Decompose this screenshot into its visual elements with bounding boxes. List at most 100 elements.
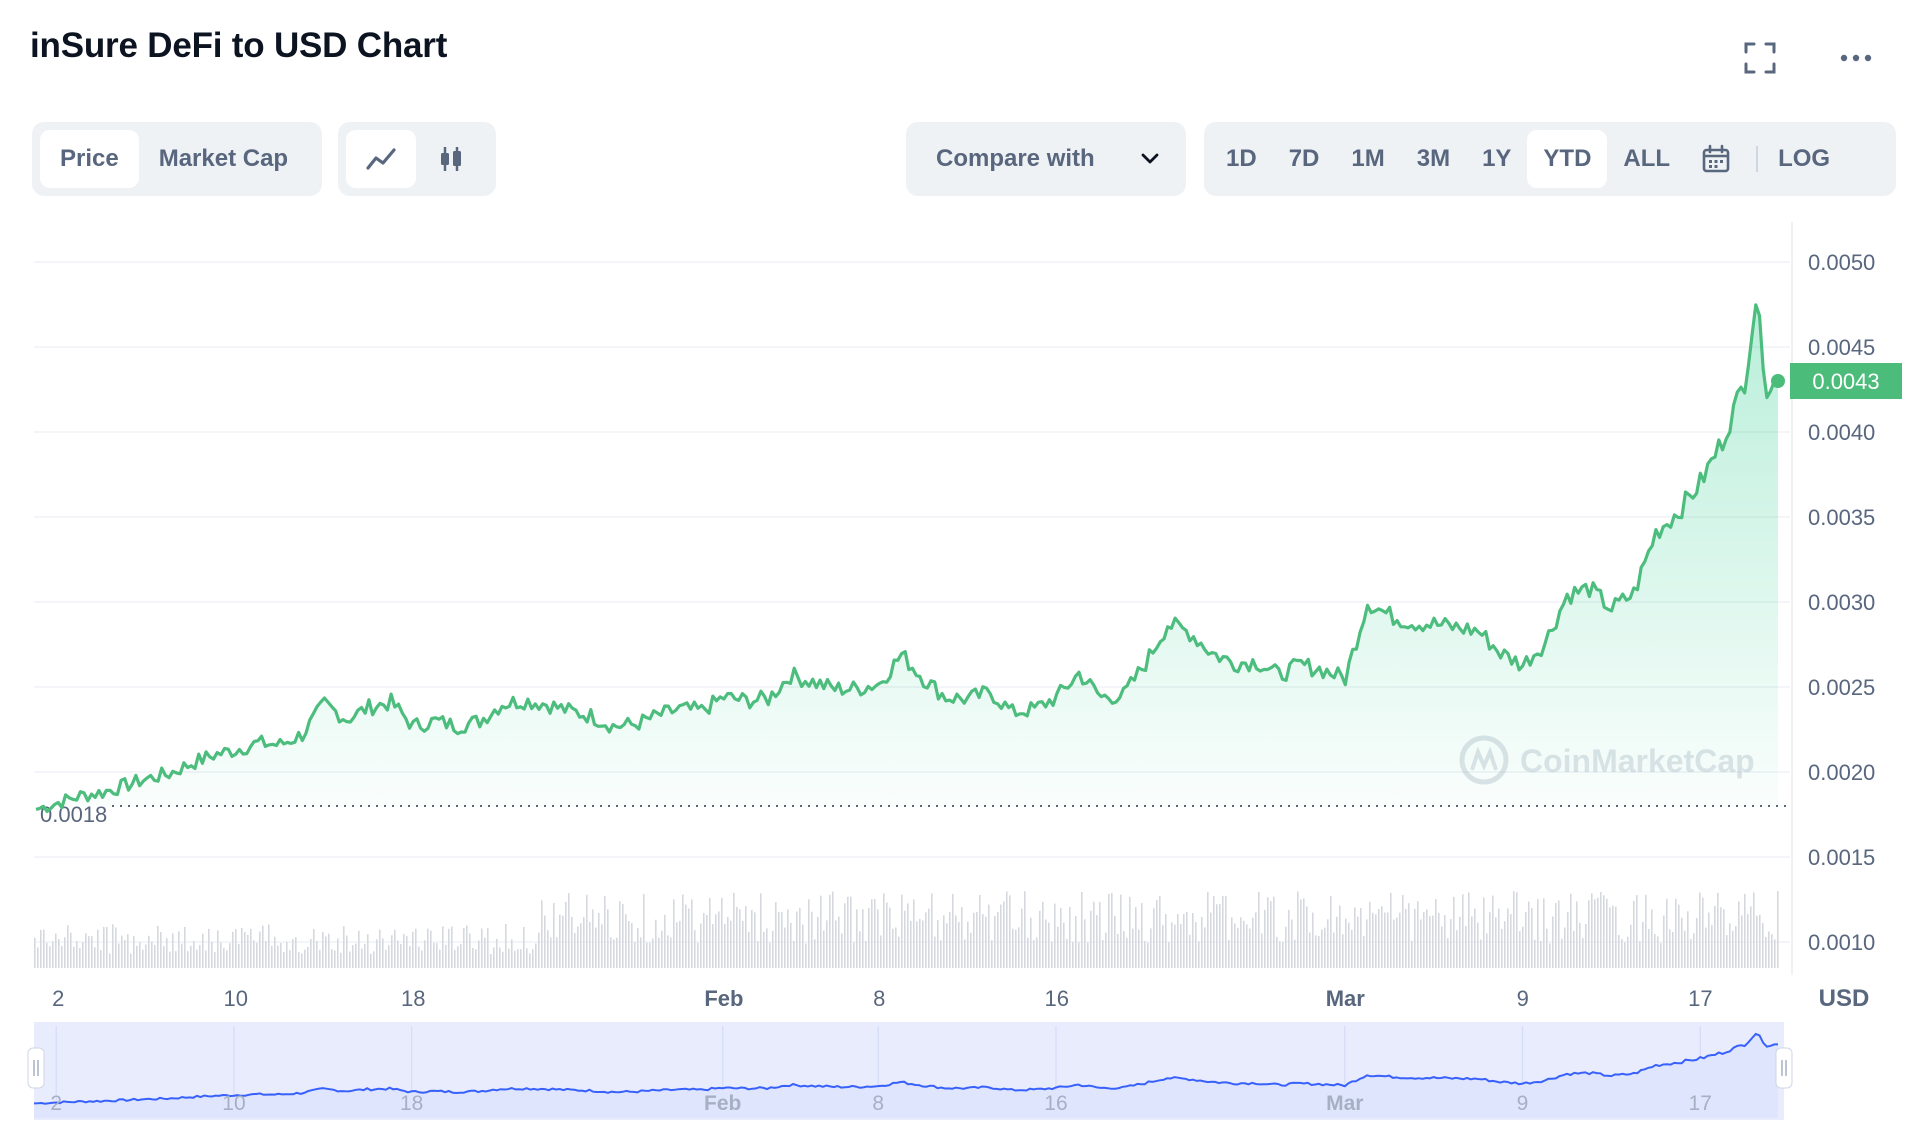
- volume-bar: [163, 946, 165, 968]
- volume-bar: [1729, 923, 1731, 968]
- volume-bar: [538, 932, 540, 968]
- navigator-right-handle[interactable]: [1775, 1047, 1793, 1089]
- volume-bar: [1297, 891, 1299, 968]
- volume-bar: [739, 909, 741, 968]
- volume-bar: [991, 940, 993, 968]
- volume-bar: [1747, 913, 1749, 968]
- volume-bar: [1690, 938, 1692, 968]
- volume-bar: [1579, 922, 1581, 968]
- volume-bar: [1411, 940, 1413, 968]
- volume-bar: [424, 940, 426, 968]
- volume-bar: [109, 953, 111, 968]
- volume-bar: [1261, 933, 1263, 968]
- volume-bar: [52, 941, 54, 968]
- volume-bar: [850, 896, 852, 968]
- volume-bar: [1369, 901, 1371, 968]
- volume-bar: [472, 947, 474, 968]
- calendar-button[interactable]: [1686, 130, 1746, 188]
- range-all[interactable]: ALL: [1623, 145, 1671, 172]
- volume-bar: [415, 928, 417, 968]
- volume-bar: [367, 934, 369, 968]
- volume-bar: [1561, 938, 1563, 968]
- volume-bar: [604, 896, 606, 968]
- volume-bar: [568, 893, 570, 968]
- volume-bar: [1228, 940, 1230, 968]
- volume-bar: [862, 909, 864, 968]
- volume-bar: [358, 930, 360, 968]
- volume-bar: [1222, 895, 1224, 968]
- volume-bar: [1675, 898, 1677, 968]
- volume-bar: [967, 921, 969, 968]
- volume-bar: [79, 947, 81, 968]
- volume-bar: [727, 916, 729, 968]
- volume-bars: [34, 891, 1779, 968]
- range-1y[interactable]: 1Y: [1482, 145, 1512, 172]
- volume-bar: [736, 906, 738, 968]
- volume-bar: [1699, 892, 1701, 968]
- navigator-selection: [34, 1022, 1784, 1120]
- volume-bar: [190, 945, 192, 968]
- line-chart-button[interactable]: [346, 130, 416, 188]
- volume-bar: [1582, 938, 1584, 968]
- volume-bar: [1276, 936, 1278, 968]
- volume-bar: [982, 914, 984, 968]
- volume-bar: [535, 943, 537, 968]
- compare-dropdown[interactable]: Compare with: [906, 122, 1186, 196]
- volume-bar: [1468, 892, 1470, 968]
- volume-bar: [388, 945, 390, 968]
- range-3m[interactable]: 3M: [1416, 145, 1451, 172]
- navigator-tick-label: 9: [1517, 1092, 1529, 1115]
- log-scale-toggle[interactable]: LOG: [1778, 145, 1831, 172]
- volume-bar: [91, 936, 93, 968]
- volume-bar: [1396, 917, 1398, 968]
- volume-bar: [1537, 899, 1539, 968]
- range-1m[interactable]: 1M: [1351, 145, 1385, 172]
- volume-bar: [1471, 916, 1473, 968]
- volume-bar: [1162, 925, 1164, 968]
- volume-bar: [601, 924, 603, 968]
- volume-bar: [1234, 923, 1236, 968]
- volume-bar: [253, 940, 255, 968]
- volume-bar: [1621, 939, 1623, 968]
- range-navigator[interactable]: 2 10 18 Feb 8 16 Mar 9 17: [27, 1022, 1793, 1120]
- volume-bar: [307, 946, 309, 968]
- volume-bar: [607, 909, 609, 968]
- volume-bar: [331, 949, 333, 968]
- volume-bar: [115, 927, 117, 968]
- range-7d[interactable]: 7D: [1288, 145, 1320, 172]
- volume-bar: [1246, 924, 1248, 968]
- volume-bar: [151, 941, 153, 968]
- volume-bar: [229, 943, 231, 968]
- range-divider: [1756, 146, 1759, 172]
- volume-bar: [877, 909, 879, 968]
- volume-bar: [853, 942, 855, 968]
- volume-bar: [286, 941, 288, 968]
- volume-bar: [1753, 892, 1755, 968]
- volume-bar: [958, 921, 960, 968]
- volume-bar: [883, 893, 885, 968]
- volume-bar: [1456, 930, 1458, 968]
- volume-bar: [1138, 929, 1140, 968]
- volume-bar: [1492, 895, 1494, 968]
- tab-price[interactable]: Price: [40, 130, 139, 188]
- range-ytd[interactable]: YTD: [1527, 130, 1608, 188]
- volume-bar: [661, 930, 663, 968]
- volume-bar: [613, 939, 615, 968]
- tab-market-cap[interactable]: Market Cap: [158, 145, 289, 172]
- fullscreen-icon[interactable]: [1740, 38, 1780, 78]
- x-tick-label: 10: [223, 986, 247, 1011]
- volume-bar: [1444, 915, 1446, 968]
- volume-bar: [493, 947, 495, 968]
- volume-bar: [1696, 918, 1698, 968]
- volume-bar: [454, 949, 456, 968]
- volume-bar: [1510, 914, 1512, 968]
- volume-bar: [1090, 910, 1092, 968]
- volume-bar: [124, 939, 126, 968]
- volume-bar: [511, 939, 513, 968]
- candlestick-button[interactable]: [416, 130, 486, 188]
- navigator-left-handle[interactable]: [27, 1047, 45, 1089]
- range-1d[interactable]: 1D: [1226, 145, 1257, 172]
- volume-bar: [187, 951, 189, 968]
- more-dots-icon[interactable]: [1836, 38, 1876, 78]
- volume-bar: [103, 926, 105, 968]
